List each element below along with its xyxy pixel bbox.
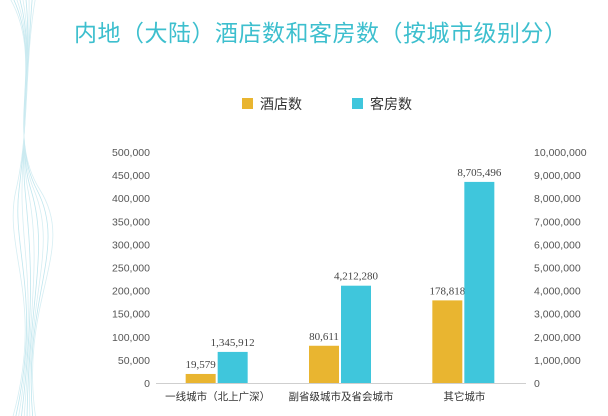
x-axis-category-label: 其它城市 [443, 390, 485, 403]
wave-line [12, 0, 36, 416]
bar [341, 285, 371, 383]
right-axis-tick-label: 3,000,000 [534, 309, 581, 321]
left-axis-tick-label: 450,000 [112, 170, 150, 182]
left-axis-tick-label: 150,000 [112, 309, 150, 321]
right-axis-tick-label: 5,000,000 [534, 263, 581, 275]
right-axis-tick-label: 7,000,000 [534, 216, 581, 228]
page-title: 内地（大陆）酒店数和客房数（按城市级别分） [74, 21, 568, 47]
right-axis-tick-label: 1,000,000 [534, 355, 581, 367]
x-axis-category-label: 副省级城市及省会城市 [289, 390, 394, 403]
right-axis-tick-label: 0 [534, 378, 540, 390]
right-axis-tick-label: 9,000,000 [534, 170, 581, 182]
left-axis-tick-label: 400,000 [112, 193, 150, 205]
right-axis-tick-label: 2,000,000 [534, 332, 581, 344]
legend-swatch [242, 98, 253, 109]
bar [432, 300, 463, 383]
left-axis-tick-label: 500,000 [112, 147, 150, 159]
legend-label: 酒店数 [260, 97, 302, 113]
data-label: 1,345,912 [211, 337, 255, 349]
data-label: 4,212,280 [334, 271, 379, 283]
right-axis-tick-label: 10,000,000 [534, 147, 587, 159]
bar [309, 345, 339, 383]
bar [185, 373, 216, 383]
right-axis-tick-label: 6,000,000 [534, 239, 581, 251]
left-axis-tick-label: 100,000 [112, 332, 150, 344]
wave-lines-decoration [10, 0, 54, 416]
wave-line [15, 0, 33, 416]
data-label: 80,611 [309, 331, 339, 343]
legend-label: 客房数 [370, 96, 412, 113]
bar [464, 181, 495, 383]
data-label: 19,579 [186, 359, 217, 371]
left-axis-tick-label: 200,000 [112, 286, 150, 298]
x-axis-category-label: 一线城市（北上广深） [165, 390, 270, 403]
data-label: 178,818 [429, 285, 465, 297]
left-axis-tick-label: 300,000 [112, 239, 150, 251]
legend-swatch [352, 98, 363, 109]
left-axis-tick-label: 0 [144, 378, 150, 390]
left-axis-tick-label: 50,000 [118, 355, 150, 367]
left-axis-tick-label: 250,000 [112, 263, 150, 275]
right-axis-tick-label: 4,000,000 [534, 286, 581, 298]
data-label: 8,705,496 [457, 167, 502, 179]
left-axis-tick-label: 350,000 [112, 216, 150, 228]
bar [217, 351, 248, 383]
right-axis-tick-label: 8,000,000 [534, 193, 581, 205]
